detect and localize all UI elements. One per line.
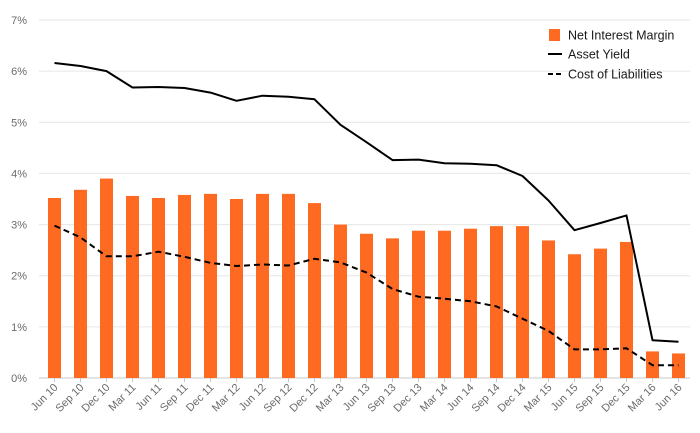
legend-label-cost-of-liabilities: Cost of Liabilities xyxy=(568,68,663,82)
x-tick-label: Mar 11 xyxy=(107,382,139,414)
y-tick-label: 2% xyxy=(11,271,27,283)
line-asset-yield xyxy=(54,62,679,343)
legend: Net Interest Margin Asset Yield Cost of … xyxy=(548,29,674,82)
y-tick-label: 6% xyxy=(11,66,27,78)
x-tick-label: Mar 14 xyxy=(418,382,451,415)
bar xyxy=(282,193,295,378)
bar xyxy=(256,193,269,378)
x-tick-label: Dec 14 xyxy=(495,382,528,415)
bar xyxy=(360,233,373,378)
bar xyxy=(542,240,555,378)
gridlines xyxy=(39,19,690,382)
bar xyxy=(230,199,243,378)
legend-label-net-interest-margin: Net Interest Margin xyxy=(568,29,674,43)
bar xyxy=(308,203,321,378)
bar xyxy=(74,189,87,378)
y-tick-label: 0% xyxy=(11,373,27,385)
bar xyxy=(594,248,607,378)
x-tick-label: Dec 15 xyxy=(599,382,632,415)
x-tick-label: Mar 16 xyxy=(626,382,659,415)
bar xyxy=(412,230,425,378)
y-tick-label: 4% xyxy=(11,168,27,180)
bar xyxy=(48,197,61,378)
x-tick-label: Sep 11 xyxy=(158,382,191,415)
bar xyxy=(386,238,399,378)
line-series xyxy=(54,62,679,367)
x-tick-label: Dec 12 xyxy=(287,382,320,415)
x-tick-label: Mar 12 xyxy=(210,382,243,415)
x-tick-label: Dec 13 xyxy=(391,382,424,415)
bar xyxy=(620,241,633,378)
bar xyxy=(438,230,451,378)
line-cost-of-liabilities xyxy=(54,224,679,367)
bar xyxy=(334,224,347,378)
bar xyxy=(490,226,503,378)
x-tick-label: Dec 10 xyxy=(79,382,112,415)
y-tick-label: 3% xyxy=(11,220,27,232)
bar xyxy=(568,254,581,378)
legend-swatch-net-interest-margin xyxy=(549,29,560,41)
bar xyxy=(178,194,191,378)
bar xyxy=(204,193,217,378)
y-axis-tick-labels: 0% 1% 2% 3% 4% 5% 6% 7% xyxy=(11,15,27,385)
bar xyxy=(126,195,139,378)
bar-series-net-interest-margin xyxy=(48,178,685,378)
legend-label-asset-yield: Asset Yield xyxy=(568,48,630,62)
y-tick-label: 7% xyxy=(11,15,27,27)
y-tick-label: 5% xyxy=(11,117,27,129)
x-tick-label: Mar 13 xyxy=(314,382,347,415)
x-tick-label: Mar 15 xyxy=(522,382,555,415)
bar xyxy=(152,197,165,378)
y-tick-label: 1% xyxy=(11,322,27,334)
bar xyxy=(464,228,477,378)
bar xyxy=(100,178,113,378)
x-tick-label: Jun 16 xyxy=(653,382,685,414)
x-tick-label: Dec 11 xyxy=(184,382,217,415)
bar xyxy=(516,226,529,378)
